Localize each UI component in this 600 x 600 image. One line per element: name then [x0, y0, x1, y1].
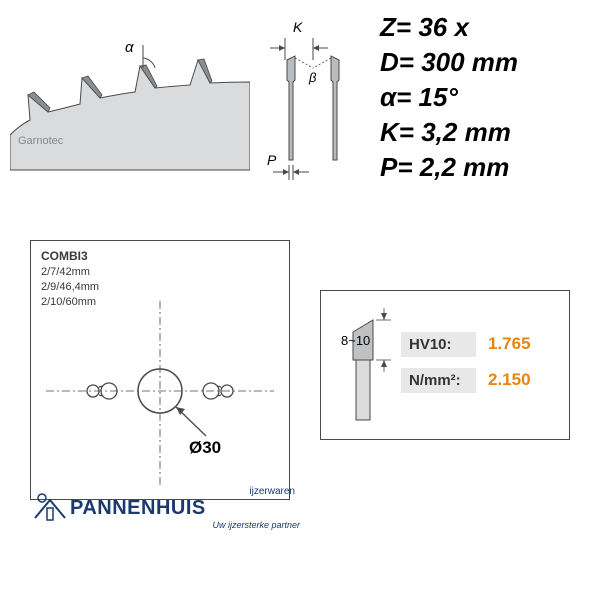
spec-k: K= 3,2 mm: [380, 115, 590, 150]
logo-tagline: Uw ijzersterke partner: [70, 520, 300, 530]
top-section: α Garnotec K β: [10, 10, 590, 200]
logo-main: PANNENHUIS: [70, 497, 300, 520]
brand-label: Garnotec: [18, 135, 63, 147]
hardness-row: HV10: 1.765: [401, 329, 559, 359]
bore-panel: COMBI3 2/7/42mm 2/9/46,4mm 2/10/60mm: [30, 240, 290, 500]
spec-alpha: α= 15°: [380, 80, 590, 115]
hardness-row: N/mm²: 2.150: [401, 365, 559, 395]
bottom-section: COMBI3 2/7/42mm 2/9/46,4mm 2/10/60mm: [30, 240, 570, 510]
hardness-label: HV10:: [401, 332, 476, 357]
svg-text:α: α: [125, 40, 134, 56]
svg-text:K: K: [293, 20, 303, 35]
spec-d: D= 300 mm: [380, 45, 590, 80]
svg-text:8~10: 8~10: [341, 333, 370, 348]
hardness-label: N/mm²:: [401, 368, 476, 393]
tooth-tip-diagram: 8~10: [321, 300, 401, 430]
hardness-value: 1.765: [476, 334, 531, 354]
specs-list: Z= 36 x D= 300 mm α= 15° K= 3,2 mm P= 2,…: [380, 10, 590, 185]
svg-text:P: P: [267, 152, 277, 168]
blade-teeth-diagram: α Garnotec: [10, 40, 250, 180]
spec-p: P= 2,2 mm: [380, 150, 590, 185]
bore-label: Ø30: [189, 438, 221, 457]
svg-text:β: β: [308, 70, 317, 85]
hardness-value: 2.150: [476, 370, 531, 390]
hardness-panel: 8~10 HV10: 1.765 N/mm²: 2.150: [320, 290, 570, 440]
brand-logo: ijzerwaren PANNENHUIS Uw ijzersterke par…: [70, 486, 300, 530]
hardness-table: HV10: 1.765 N/mm²: 2.150: [401, 329, 569, 401]
spec-z: Z= 36 x: [380, 10, 590, 45]
kerf-diagram: K β P: [265, 20, 365, 200]
logo-pretext: ijzerwaren: [70, 486, 295, 497]
